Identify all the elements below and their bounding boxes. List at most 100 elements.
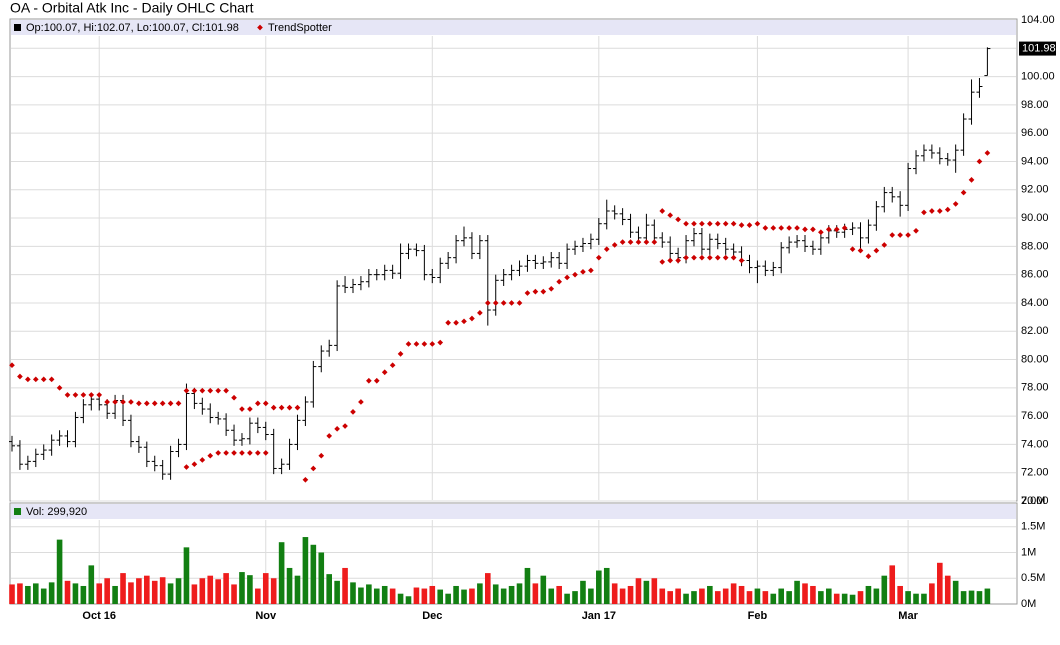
volume-bar bbox=[667, 591, 673, 604]
volume-bar bbox=[318, 552, 325, 604]
volume-bar bbox=[905, 591, 911, 604]
trend-dot bbox=[627, 239, 634, 245]
volume-bar bbox=[302, 537, 309, 604]
trend-dot bbox=[595, 254, 602, 261]
trend-dot bbox=[397, 351, 404, 357]
vol-tick-label: 0.5M bbox=[1021, 572, 1045, 584]
volume-bar bbox=[175, 578, 182, 604]
trend-dot bbox=[342, 423, 348, 429]
trend-dot bbox=[611, 242, 618, 248]
trend-dot bbox=[64, 392, 71, 398]
trend-dot bbox=[136, 400, 142, 407]
volume-bar bbox=[952, 580, 959, 604]
trend-dot bbox=[294, 404, 301, 411]
y-tick-label: 74.00 bbox=[1021, 438, 1049, 450]
trend-dot bbox=[746, 222, 753, 228]
trend-dot bbox=[231, 450, 237, 456]
volume-bar bbox=[183, 547, 190, 604]
trend-dot bbox=[72, 392, 79, 398]
trend-dot bbox=[667, 212, 674, 219]
y-tick-label: 88.00 bbox=[1021, 240, 1049, 252]
trend-dot bbox=[730, 220, 737, 227]
legend-volume: Vol: 299,920 bbox=[26, 506, 87, 518]
volume-bar bbox=[255, 588, 261, 604]
volume-bar bbox=[913, 593, 919, 604]
y-tick-label: 100.00 bbox=[1021, 70, 1055, 82]
trend-dot bbox=[159, 400, 166, 407]
trend-dot bbox=[215, 387, 222, 394]
trend-dot bbox=[167, 400, 174, 407]
trend-dot bbox=[381, 369, 388, 376]
volume-bar bbox=[429, 585, 436, 604]
legend-price: Op:100.07, Hi:102.07, Lo:100.07, Cl:101.… bbox=[26, 22, 239, 34]
volume-bar bbox=[199, 578, 206, 604]
trend-dot bbox=[667, 257, 674, 264]
volume-bar bbox=[453, 585, 459, 604]
trend-dot bbox=[191, 387, 198, 394]
volume-bar bbox=[437, 589, 444, 604]
volume-bar bbox=[762, 591, 769, 604]
trend-dot bbox=[247, 406, 253, 412]
trend-dot bbox=[659, 208, 666, 214]
trend-dot bbox=[373, 377, 380, 384]
trend-dot bbox=[714, 220, 721, 227]
trend-dot bbox=[326, 433, 333, 439]
volume-bar bbox=[366, 584, 372, 604]
trend-dot bbox=[469, 315, 475, 322]
trend-dot bbox=[818, 229, 824, 236]
trend-dot bbox=[730, 254, 737, 261]
y-tick-label: 70.00 bbox=[1021, 495, 1049, 507]
volume-bar bbox=[350, 582, 356, 604]
trend-dot bbox=[738, 222, 745, 228]
trend-dot bbox=[223, 387, 229, 394]
y-tick-label: 104.00 bbox=[1021, 14, 1055, 26]
trend-dot bbox=[643, 239, 650, 245]
volume-bar bbox=[572, 591, 578, 604]
trend-dot bbox=[921, 209, 927, 216]
volume-bar bbox=[48, 582, 55, 604]
volume-bar bbox=[334, 580, 340, 604]
trend-dot bbox=[175, 400, 182, 407]
trend-dot bbox=[358, 399, 364, 405]
volume-bar bbox=[9, 584, 15, 604]
volume-bar bbox=[619, 588, 626, 604]
volume-bar bbox=[778, 588, 785, 604]
volume-bar bbox=[802, 583, 808, 604]
trend-dot bbox=[500, 300, 507, 306]
volume-bar bbox=[651, 578, 658, 604]
volume-bar bbox=[136, 578, 142, 604]
vol-tick-label: 1M bbox=[1021, 546, 1036, 558]
volume-bar bbox=[770, 593, 777, 604]
trend-dot bbox=[405, 341, 412, 347]
y-tick-label: 76.00 bbox=[1021, 410, 1049, 422]
trend-dot bbox=[413, 341, 420, 347]
volume-bar bbox=[32, 583, 39, 604]
trend-dot bbox=[683, 254, 689, 261]
volume-bar bbox=[786, 591, 792, 604]
x-tick-label: Mar bbox=[898, 610, 918, 622]
trend-dot bbox=[825, 226, 832, 233]
trend-dot bbox=[183, 387, 190, 394]
volume-bar bbox=[128, 582, 134, 604]
trend-dot bbox=[112, 399, 118, 405]
volume-bar bbox=[469, 588, 475, 604]
volume-bar bbox=[247, 575, 253, 604]
trend-dot bbox=[96, 392, 103, 398]
trend-dot bbox=[603, 246, 610, 253]
trend-dot bbox=[691, 220, 697, 227]
trend-dot bbox=[786, 225, 792, 231]
trend-dot bbox=[722, 254, 729, 261]
trend-dot bbox=[207, 452, 214, 459]
trend-dot bbox=[215, 450, 222, 456]
trend-dot bbox=[389, 362, 396, 369]
legend-swatch bbox=[257, 24, 263, 31]
volume-bar bbox=[929, 583, 935, 604]
volume-bar bbox=[699, 588, 705, 604]
volume-bar bbox=[72, 583, 79, 604]
y-tick-label: 86.00 bbox=[1021, 269, 1049, 281]
volume-bar bbox=[358, 587, 364, 604]
trend-dot bbox=[548, 285, 555, 292]
trend-dot bbox=[722, 220, 729, 227]
trend-dot bbox=[278, 404, 285, 411]
trend-dot bbox=[151, 400, 158, 407]
